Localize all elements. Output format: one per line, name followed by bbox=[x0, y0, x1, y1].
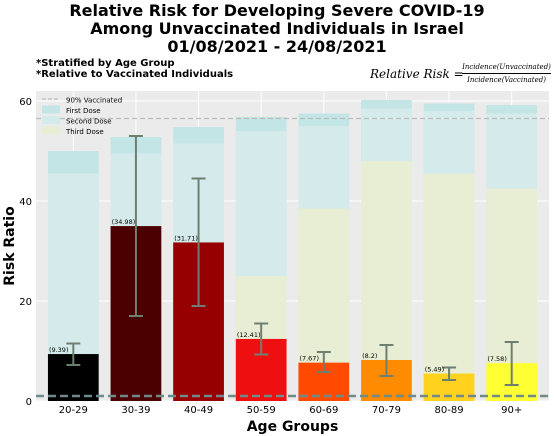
y-tick-label: 0 bbox=[26, 397, 32, 408]
x-tick-label: 20-29 bbox=[59, 405, 88, 416]
formula-numerator: Incidence(Unvaccinated) bbox=[462, 63, 551, 74]
x-axis-label: Age Groups bbox=[247, 419, 339, 435]
note-stratified: *Stratified by Age Group bbox=[36, 58, 175, 69]
data-label: (7.58) bbox=[487, 355, 507, 363]
x-tick-label: 40-49 bbox=[184, 405, 213, 416]
data-label: (7.67) bbox=[299, 355, 319, 363]
bar-third-dose bbox=[423, 173, 475, 401]
legend-swatch-second-dose bbox=[42, 116, 60, 124]
y-tick-label: 60 bbox=[19, 97, 32, 108]
legend-label: Second Dose bbox=[66, 118, 112, 126]
x-tick-label: 30-39 bbox=[121, 405, 150, 416]
data-label: (8.2) bbox=[362, 352, 377, 360]
chart-title-line-1: Relative Risk for Developing Severe COVI… bbox=[69, 1, 485, 20]
chart-title-line-2: Among Unvaccinated Individuals in Israel bbox=[90, 19, 464, 38]
legend-swatch-third-dose bbox=[42, 126, 60, 135]
y-tick-label: 40 bbox=[19, 197, 32, 208]
chart-date-range: 01/08/2021 - 24/08/2021 bbox=[167, 37, 387, 56]
data-label: (31.71) bbox=[174, 234, 198, 242]
note-relative: *Relative to Vaccinated Individuals bbox=[36, 69, 234, 80]
x-tick-label: 70-79 bbox=[372, 405, 401, 416]
x-tick-label: 60-69 bbox=[309, 405, 338, 416]
formula-lhs: Relative Risk = bbox=[370, 67, 464, 81]
legend-label: First Dose bbox=[66, 107, 101, 115]
x-tick-label: 50-59 bbox=[247, 405, 276, 416]
legend-label: Third Dose bbox=[65, 128, 104, 136]
x-tick-label: 80-89 bbox=[435, 405, 464, 416]
formula-fraction: Incidence(Unvaccinated) Incidence(Vaccin… bbox=[462, 63, 551, 84]
legend-label: 90% Vaccinated bbox=[66, 97, 122, 105]
data-label: (12.41) bbox=[237, 331, 261, 339]
legend-swatch-first-dose bbox=[42, 105, 60, 114]
y-axis-label: Risk Ratio bbox=[2, 206, 18, 286]
data-label: (5.49) bbox=[425, 366, 445, 374]
formula-denominator: Incidence(Vaccinated) bbox=[467, 76, 546, 84]
data-label: (34.98) bbox=[112, 218, 136, 226]
x-tick-label: 90+ bbox=[501, 405, 522, 416]
data-label: (9.39) bbox=[49, 346, 69, 354]
y-tick-label: 20 bbox=[19, 297, 32, 308]
